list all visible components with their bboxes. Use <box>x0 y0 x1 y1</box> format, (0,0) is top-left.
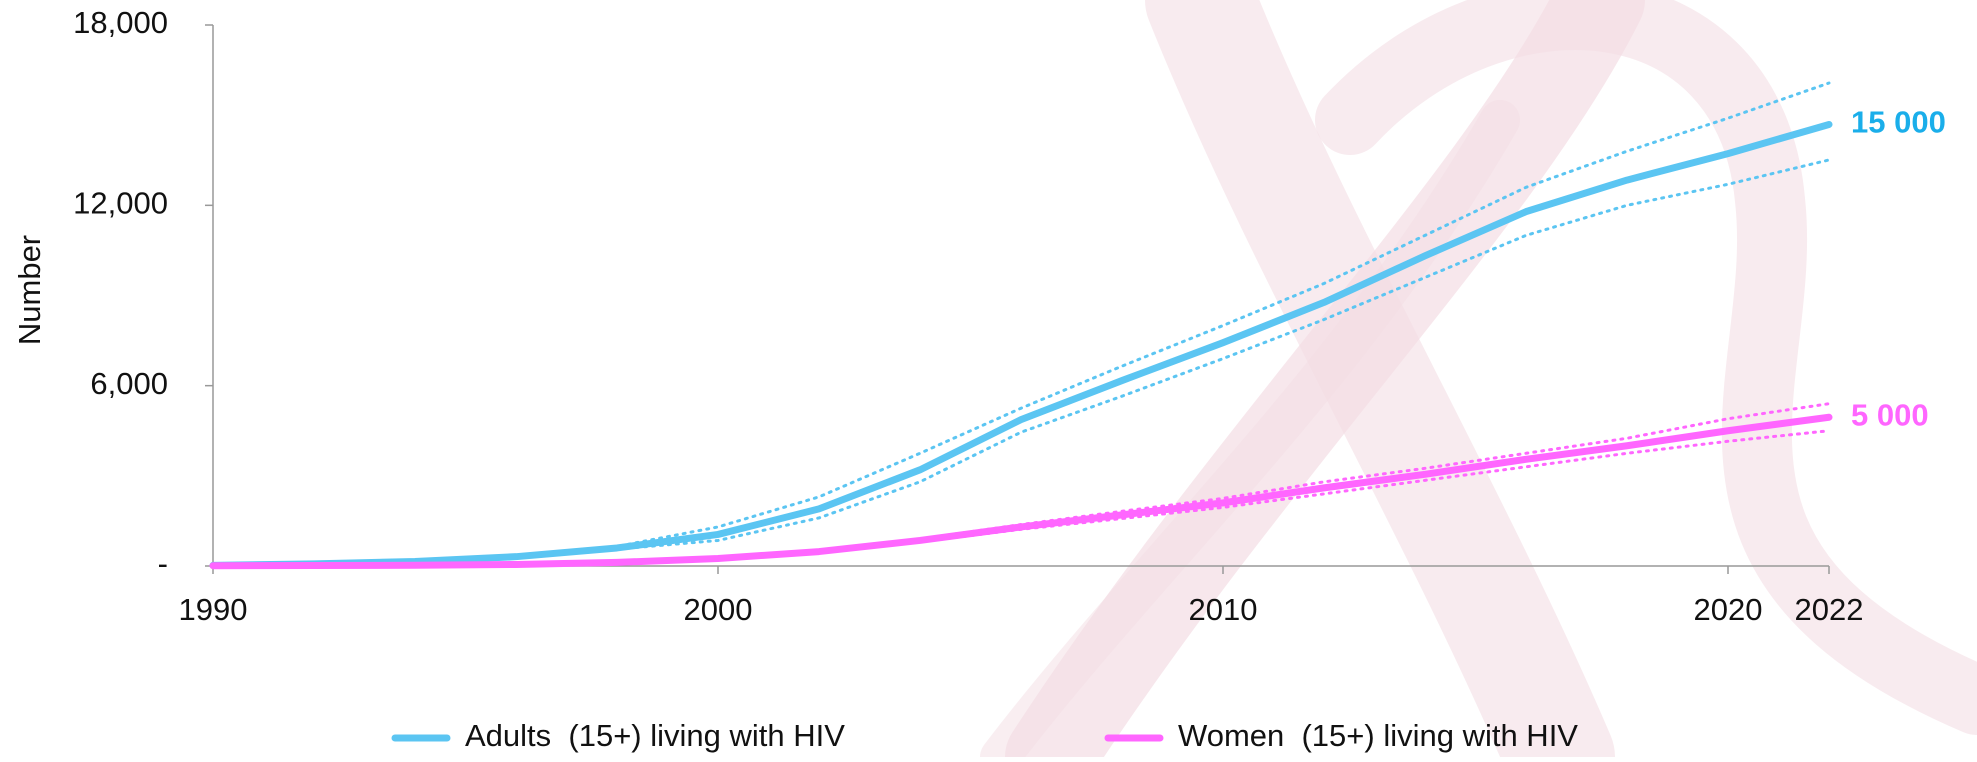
y-tick-label: 6,000 <box>90 366 168 401</box>
y-axis-label: Number <box>12 235 47 345</box>
y-tick-label: 18,000 <box>73 5 168 40</box>
end-label: 15 000 <box>1851 105 1946 140</box>
x-tick-label: 2022 <box>1795 592 1864 627</box>
x-tick-label: 2000 <box>684 592 753 627</box>
end-label: 5 000 <box>1851 397 1929 432</box>
ribbon-background <box>1000 0 1977 757</box>
x-tick-label: 2010 <box>1189 592 1258 627</box>
legend-label: Women (15+) living with HIV <box>1178 718 1578 753</box>
y-tick-label: - <box>158 546 168 581</box>
x-tick-label: 2020 <box>1694 592 1763 627</box>
y-tick-label: 12,000 <box>73 186 168 221</box>
upper-bound-line <box>213 83 1829 565</box>
series-line <box>213 124 1829 565</box>
upper-bound-line <box>213 404 1829 566</box>
x-tick-label: 1990 <box>179 592 248 627</box>
chart: Number - 6,000 12,000 18,000 1990 2000 2010 202… <box>0 0 1977 757</box>
legend-label: Adults (15+) living with HIV <box>465 718 845 753</box>
series-line <box>213 417 1829 565</box>
lower-bound-line <box>213 160 1829 565</box>
